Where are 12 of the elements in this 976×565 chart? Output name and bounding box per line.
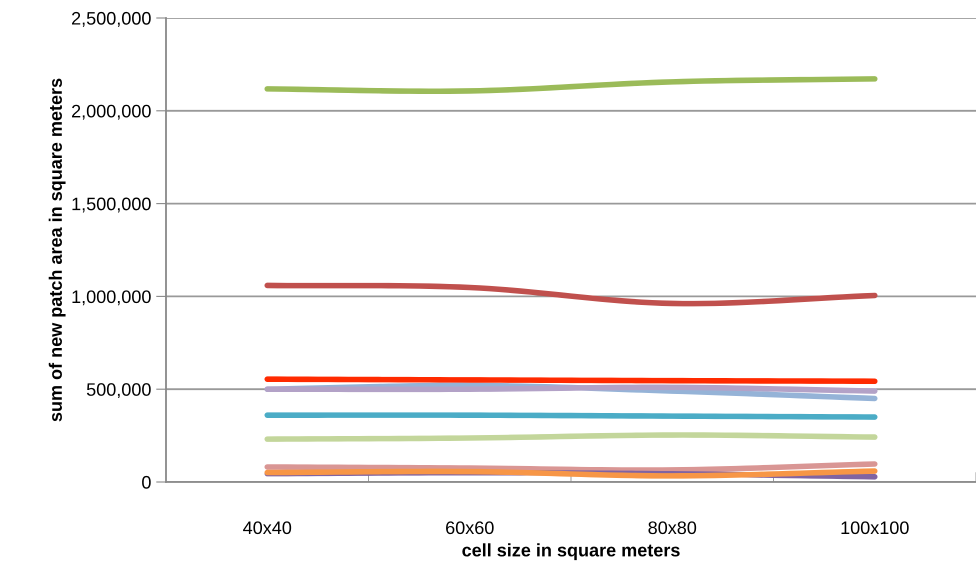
y-axis-title: sum of new patch area in square meters xyxy=(48,78,66,422)
y-tick-label: 2,500,000 xyxy=(72,12,151,27)
x-tick-label: 60x60 xyxy=(446,521,494,534)
y-tick-label: 2,000,000 xyxy=(72,104,151,120)
x-tick-label: 80x80 xyxy=(648,521,696,534)
x-tick-label: 40x40 xyxy=(243,521,292,534)
y-tick-label: 1,000,000 xyxy=(72,290,151,306)
x-tick-label: 100x100 xyxy=(841,521,909,534)
y-tick-label: 500,000 xyxy=(86,383,151,398)
x-axis-title: cell size in square meters xyxy=(462,543,680,560)
y-tick-label: 0 xyxy=(142,476,151,489)
y-tick-label: 1,500,000 xyxy=(72,198,151,212)
